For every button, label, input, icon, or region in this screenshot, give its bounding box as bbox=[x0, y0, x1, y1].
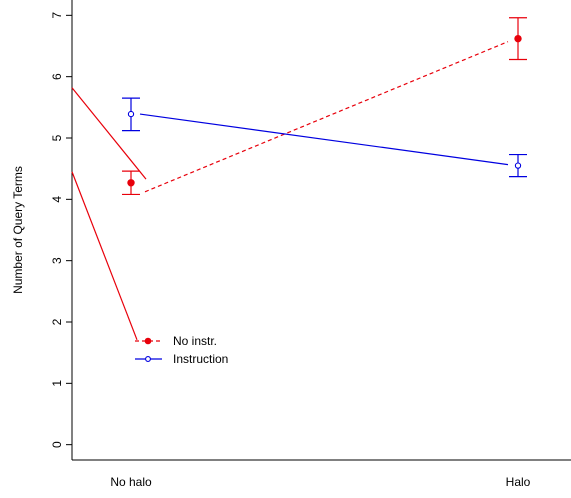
leader-line-lower bbox=[71, 171, 138, 341]
annotation-lines-layer bbox=[71, 87, 147, 341]
data-point bbox=[514, 162, 522, 169]
y-tick-label: 0 bbox=[50, 441, 64, 448]
y-tick-label: 1 bbox=[50, 380, 64, 387]
legend-marker bbox=[145, 356, 151, 362]
y-axis-title: Number of Query Terms bbox=[11, 166, 25, 294]
data-point bbox=[514, 34, 522, 43]
y-tick-label: 2 bbox=[50, 318, 64, 325]
y-tick-label: 5 bbox=[50, 134, 64, 141]
data-point bbox=[127, 179, 135, 187]
y-tick-label: 3 bbox=[50, 257, 64, 264]
legend-label: Instruction bbox=[173, 352, 228, 366]
legend: No instr. Instruction bbox=[135, 334, 228, 366]
series-line-instruction bbox=[139, 113, 509, 166]
legend-label: No instr. bbox=[173, 334, 217, 348]
data-point bbox=[127, 110, 135, 118]
series-line-no-instr bbox=[144, 41, 509, 193]
y-tick-label: 4 bbox=[50, 196, 64, 203]
x-tick-label: No halo bbox=[110, 475, 152, 489]
y-tick-label: 6 bbox=[50, 73, 64, 80]
y-tick-label: 7 bbox=[50, 12, 64, 19]
leader-line-upper bbox=[71, 87, 147, 180]
series-layer bbox=[122, 17, 527, 196]
x-tick-label: Halo bbox=[506, 475, 531, 489]
legend-marker bbox=[144, 337, 152, 345]
axes-layer: 0 1 2 3 4 5 6 7 Number of Query Terms No halo Halo bbox=[11, 0, 571, 489]
